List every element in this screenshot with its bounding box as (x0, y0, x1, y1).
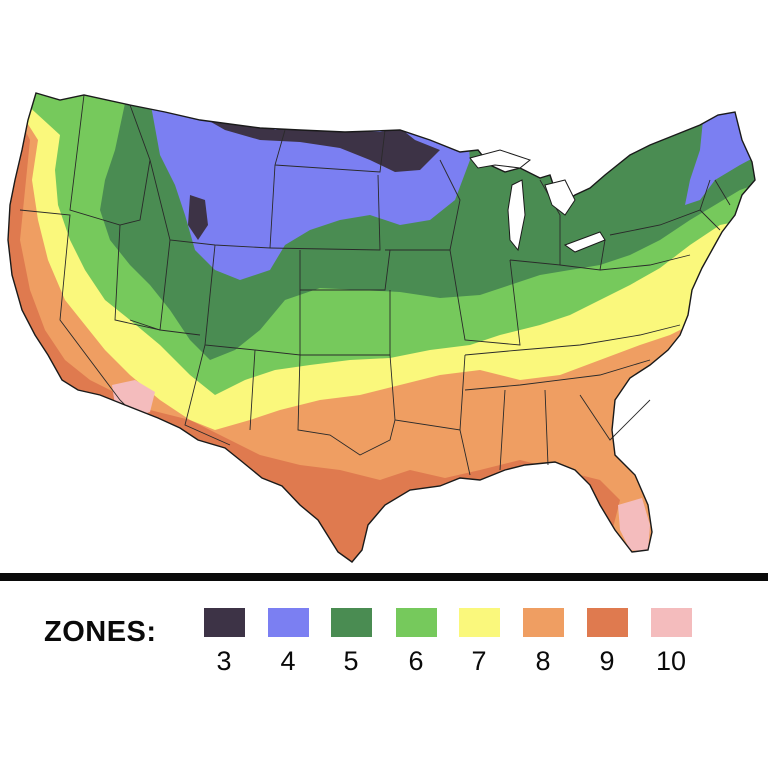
zone-3-label: 3 (216, 646, 232, 676)
zone-5-label: 5 (343, 646, 359, 676)
zone-9-label: 9 (599, 646, 615, 676)
legend-title: ZONES: (44, 616, 157, 648)
zone-8-label: 8 (535, 646, 551, 676)
zone-10-label: 10 (655, 646, 687, 676)
zone-6-label: 6 (408, 646, 424, 676)
zone-9-swatch (587, 608, 628, 637)
zone-8-swatch (523, 608, 564, 637)
great-lakes (469, 149, 606, 253)
zone-4-label: 4 (280, 646, 296, 676)
zone-6-swatch (396, 608, 437, 637)
legend-divider (0, 573, 768, 581)
lake-michigan (507, 179, 526, 252)
zone-10-swatch (651, 608, 692, 637)
zone-5-swatch (331, 608, 372, 637)
lake-erie (563, 231, 606, 253)
zone-10-florida-field (618, 498, 650, 552)
zone-3-rockies-field (188, 195, 208, 240)
zone-7-swatch (459, 608, 500, 637)
zone-3-swatch (204, 608, 245, 637)
us-zone-map (7, 92, 756, 563)
lake-huron (544, 179, 576, 216)
state-borders (19, 94, 731, 476)
lake-superior (469, 149, 532, 169)
us-outline (7, 92, 756, 563)
zone-4-swatch (268, 608, 309, 637)
zone-7-label: 7 (471, 646, 487, 676)
zone-fields (8, 93, 755, 562)
